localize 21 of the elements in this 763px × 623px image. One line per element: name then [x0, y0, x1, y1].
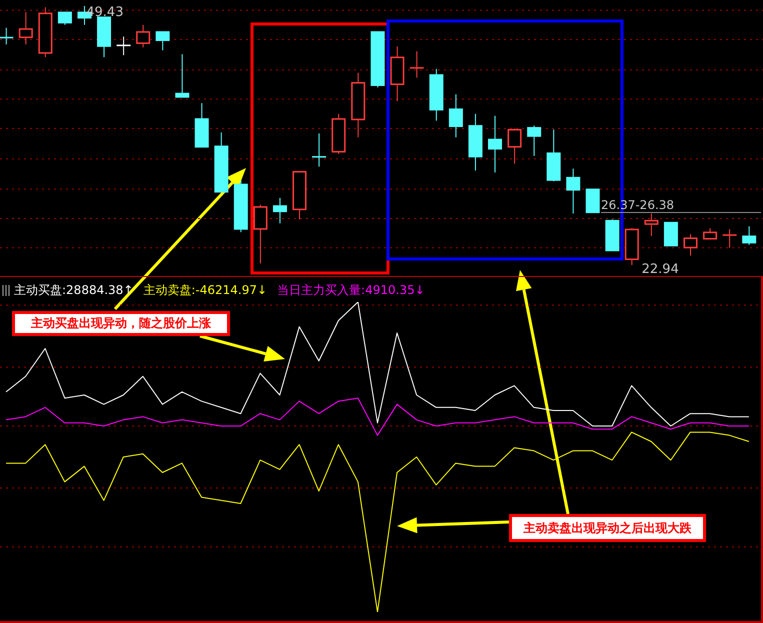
candlestick	[18, 12, 33, 45]
annotation: 22.94	[642, 262, 679, 277]
candlestick	[311, 132, 327, 168]
annotation: 主动买盘出现异动，随之股价上涨	[12, 311, 230, 336]
candlestick	[272, 197, 287, 224]
annotation: 主动卖盘出现异动之后出现大跌	[509, 514, 706, 542]
candlestick	[409, 50, 425, 78]
candlestick	[644, 213, 658, 237]
candlestick	[566, 168, 580, 214]
candlestick	[488, 115, 502, 174]
text: 主动卖盘:-46214.97↓	[143, 282, 268, 299]
candlestick	[722, 228, 738, 248]
candlestick	[468, 113, 482, 172]
candlestick	[0, 27, 14, 45]
candlestick	[390, 46, 404, 102]
text: 主动买盘:28884.38↑	[14, 282, 134, 299]
candlestick	[351, 72, 366, 138]
candlestick	[116, 36, 132, 56]
annotation: 49.43	[86, 5, 124, 20]
text: 当日主力买入量:4910.35↓	[277, 282, 425, 299]
candlestick	[448, 94, 463, 138]
